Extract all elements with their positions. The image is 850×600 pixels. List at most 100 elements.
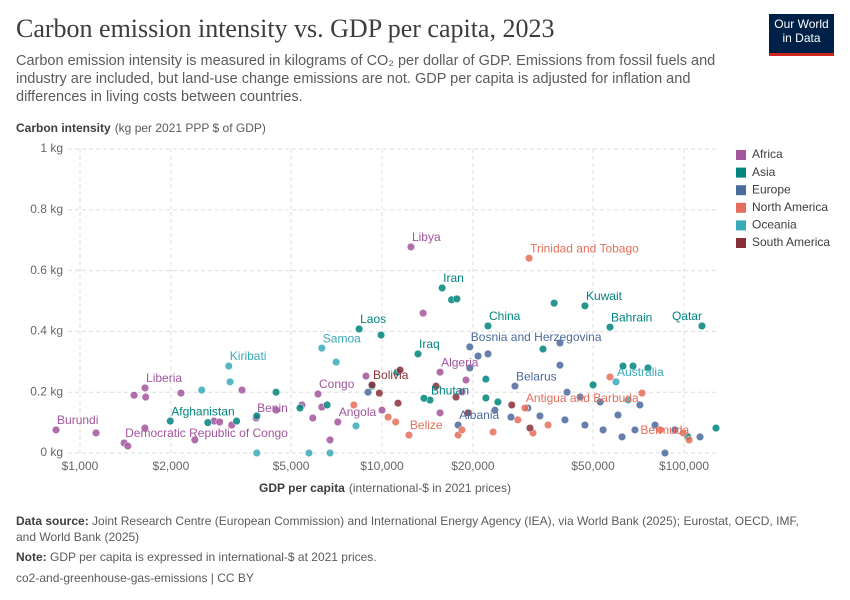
point	[525, 424, 535, 433]
point	[391, 417, 400, 427]
point	[123, 441, 132, 451]
point	[535, 411, 544, 420]
point	[507, 400, 516, 410]
point	[351, 421, 361, 430]
point	[538, 344, 548, 354]
point	[618, 362, 628, 371]
point	[203, 418, 212, 427]
point	[377, 406, 387, 415]
x-tick-label: $5,000	[273, 459, 310, 473]
point	[473, 351, 483, 361]
point	[465, 363, 474, 372]
legend-label: Europe	[752, 182, 791, 196]
point-label: Kuwait	[586, 289, 623, 303]
point	[490, 406, 499, 415]
x-axis-title-unit: (international-$ in 2021 prices)	[349, 481, 511, 495]
point	[326, 448, 335, 458]
point	[226, 377, 235, 386]
legend-swatch	[736, 202, 746, 213]
point	[176, 389, 186, 398]
point	[452, 294, 461, 303]
x-tick-label: $20,000	[451, 459, 495, 473]
point	[404, 431, 413, 440]
point	[685, 435, 694, 444]
point	[451, 393, 461, 402]
point	[377, 330, 386, 340]
point	[605, 323, 615, 332]
point	[140, 383, 150, 392]
point	[596, 397, 605, 406]
point	[323, 400, 332, 410]
legend-label: South America	[752, 235, 830, 249]
point	[252, 448, 261, 458]
point	[481, 393, 490, 403]
point	[589, 380, 598, 389]
legend-swatch	[736, 220, 746, 231]
point	[617, 432, 627, 441]
point	[520, 403, 529, 413]
point-label: Democratic Republic of Congo	[125, 426, 288, 440]
point-label: Samoa	[323, 331, 361, 345]
x-tick-label: $100,000	[659, 459, 709, 473]
x-tick-label: $1,000	[62, 459, 99, 473]
point-label: Bermuda	[640, 423, 689, 437]
point	[711, 424, 721, 433]
x-axis-title: GDP per capita (international-$ in 2021 p…	[259, 481, 511, 495]
note-label: Note:	[16, 550, 47, 564]
chart-title: Carbon emission intensity vs. GDP per ca…	[16, 14, 555, 43]
point	[129, 391, 139, 400]
point-label: Liberia	[146, 371, 182, 385]
point	[413, 349, 423, 358]
point	[51, 425, 61, 434]
point	[555, 338, 565, 348]
license[interactable]: co2-and-greenhouse-gas-emissions | CC BY	[16, 571, 254, 585]
point	[525, 254, 534, 263]
point	[166, 417, 175, 426]
point	[544, 420, 553, 430]
point	[224, 362, 233, 371]
point	[295, 403, 305, 413]
x-tick-label: $2,000	[153, 459, 190, 473]
point-label: Qatar	[672, 309, 702, 323]
point	[489, 427, 498, 437]
y-axis-title: Carbon intensity (kg per 2021 PPP $ of GD…	[16, 121, 266, 135]
point	[465, 342, 474, 351]
point	[272, 388, 281, 397]
legend-label: Africa	[752, 147, 783, 161]
point	[643, 363, 653, 372]
point	[436, 368, 445, 377]
point	[326, 435, 335, 444]
point	[190, 435, 199, 444]
y-axis-title-main: Carbon intensity	[16, 121, 111, 135]
point	[493, 397, 502, 406]
point	[510, 382, 520, 391]
point	[513, 415, 522, 424]
point	[580, 301, 589, 310]
point	[624, 396, 633, 405]
legend-swatch	[736, 238, 746, 248]
point-label: Trinidad and Tobago	[530, 241, 639, 255]
point	[197, 386, 206, 395]
point	[237, 386, 247, 395]
point	[304, 448, 314, 458]
point	[349, 400, 358, 410]
point-label: Libya	[412, 230, 441, 244]
point-label: Iraq	[419, 337, 440, 351]
point	[464, 408, 473, 417]
x-tick-label: $50,000	[571, 459, 615, 473]
x-axis-title-main: GDP per capita	[259, 481, 345, 495]
point-label: Bolivia	[373, 368, 409, 382]
logo[interactable]: Our World in Data	[769, 14, 834, 56]
point	[396, 365, 405, 375]
point	[612, 377, 621, 386]
series	[197, 344, 633, 458]
y-tick-label: 0.2 kg	[30, 384, 63, 398]
point-label: Belize	[410, 418, 443, 432]
legend-swatch	[736, 167, 746, 178]
note-text: GDP per capita is expressed in internati…	[50, 550, 377, 564]
legend-swatch	[736, 150, 746, 160]
y-tick-label: 0 kg	[40, 445, 63, 459]
point	[368, 380, 377, 389]
